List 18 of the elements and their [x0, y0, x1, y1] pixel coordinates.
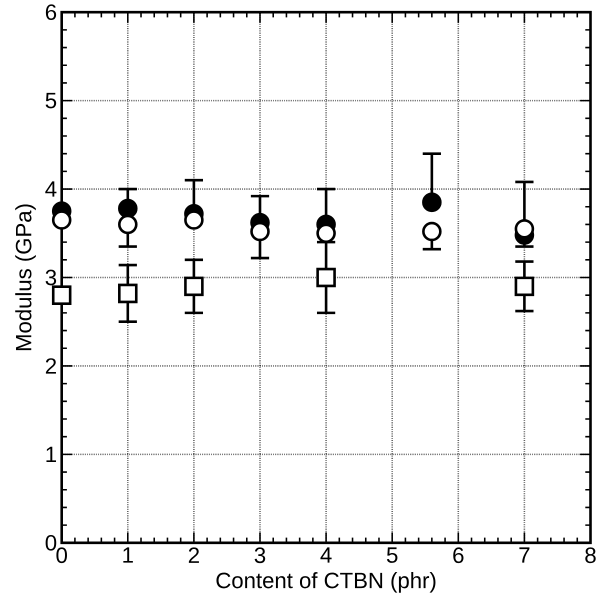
x-tick-label: 0 [56, 547, 67, 564]
y-tick-label: 0 [46, 534, 56, 551]
x-tick-label: 5 [386, 547, 398, 563]
y-tick-label: 3 [46, 270, 56, 286]
x-tick-label: 6 [453, 547, 464, 564]
x-tick-label: 2 [188, 547, 199, 563]
y-axis-title: Modulus (GPa) [15, 204, 36, 350]
x-tick-label: 8 [585, 547, 596, 564]
y-tick-label: 1 [46, 446, 56, 462]
y-tick-label: 6 [46, 4, 56, 20]
x-tick-label: 1 [123, 547, 133, 563]
y-tick-label: 5 [46, 92, 56, 108]
x-axis-title: Content of CTBN (phr) [216, 572, 436, 593]
x-tick-label: 4 [320, 547, 332, 563]
x-tick-label: 3 [254, 547, 266, 564]
x-tick-label: 7 [519, 547, 530, 563]
y-tick-label: 4 [45, 181, 56, 197]
y-tick-label: 2 [46, 358, 56, 374]
